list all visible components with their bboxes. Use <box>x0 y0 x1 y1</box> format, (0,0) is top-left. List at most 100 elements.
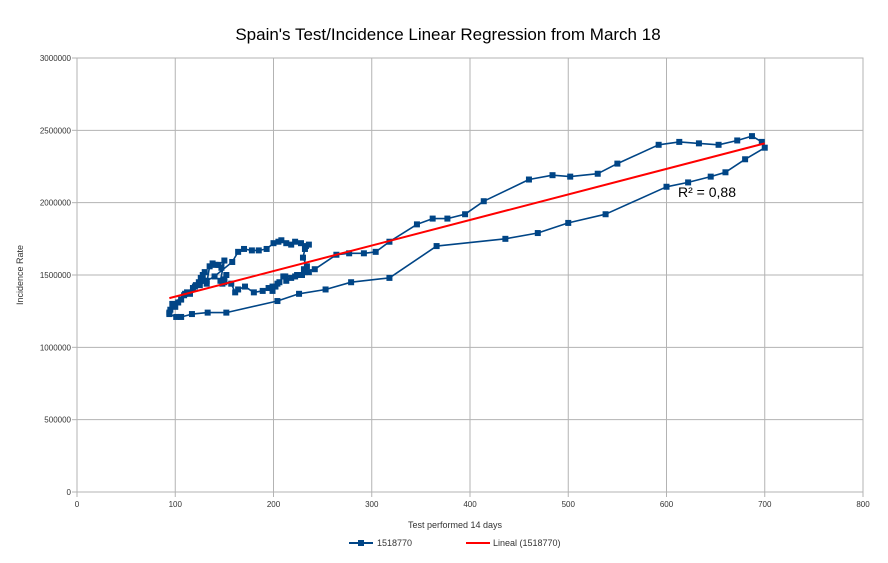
data-point-marker <box>201 269 208 276</box>
legend-series-label: 1518770 <box>377 538 412 548</box>
data-point-marker <box>223 272 230 278</box>
data-point-marker <box>265 285 272 292</box>
legend-series-marker <box>358 540 364 546</box>
data-point-marker <box>386 274 393 281</box>
y-tick-label: 2000000 <box>40 199 72 208</box>
data-point-marker <box>178 296 185 303</box>
y-tick-label: 1000000 <box>40 343 72 352</box>
data-point-marker <box>167 306 174 313</box>
data-point-marker <box>288 274 295 281</box>
data-point-marker <box>346 250 353 257</box>
legend-trendline-label: Lineal (1518770) <box>493 538 561 548</box>
data-point-marker <box>191 283 198 290</box>
data-point-marker <box>348 279 355 286</box>
data-point-marker <box>707 173 714 180</box>
data-point-marker <box>263 245 270 252</box>
data-point-marker <box>761 144 768 151</box>
x-tick-label: 500 <box>562 500 576 509</box>
data-point-marker <box>444 215 451 222</box>
y-tick-label: 500000 <box>44 416 71 425</box>
data-point-marker <box>676 138 683 145</box>
data-point-marker <box>322 286 329 293</box>
data-point-marker <box>276 279 283 286</box>
data-point-marker <box>178 313 185 320</box>
data-point-marker <box>758 138 765 145</box>
data-point-marker <box>229 258 236 265</box>
data-point-marker <box>248 247 255 254</box>
y-axis-label: Incidence Rate <box>15 245 25 305</box>
data-point-marker <box>549 172 556 179</box>
data-point-marker <box>525 176 532 183</box>
data-point-marker <box>594 170 601 177</box>
data-point-marker <box>235 286 242 293</box>
data-point-marker <box>534 230 541 237</box>
data-point-marker <box>663 183 670 190</box>
data-point-marker <box>218 264 225 271</box>
data-point-marker <box>298 240 305 247</box>
data-point-marker <box>722 169 729 176</box>
data-point-marker <box>173 313 180 320</box>
data-point-marker <box>305 241 312 248</box>
data-point-marker <box>602 211 609 218</box>
data-point-marker <box>480 198 487 205</box>
data-point-marker <box>433 243 440 250</box>
data-point-marker <box>269 287 276 294</box>
series-markers <box>166 133 768 320</box>
data-point-marker <box>360 250 367 257</box>
data-point-marker <box>241 245 248 252</box>
x-tick-label: 0 <box>75 500 80 509</box>
data-point-marker <box>292 273 299 280</box>
data-point-marker <box>734 137 741 144</box>
grid-lines <box>77 58 863 492</box>
data-point-marker <box>221 279 228 286</box>
data-point-marker <box>742 156 749 163</box>
data-point-marker <box>223 309 230 316</box>
data-point-marker <box>614 160 621 167</box>
data-point-marker <box>166 311 173 318</box>
data-point-marker <box>655 141 662 148</box>
data-point-marker <box>565 219 572 226</box>
x-tick-label: 100 <box>169 500 183 509</box>
y-tick-label: 3000000 <box>40 54 72 63</box>
x-tick-label: 400 <box>463 500 477 509</box>
x-axis-ticks: 0 100 200 300 400 500 600 700 800 <box>75 492 870 509</box>
x-tick-label: 700 <box>758 500 772 509</box>
legend: 1518770 Lineal (1518770) <box>349 538 561 548</box>
data-point-marker <box>298 272 305 278</box>
y-axis-ticks: 0 500000 1000000 1500000 2000000 2500000 30000… <box>40 54 77 497</box>
data-point-marker <box>288 241 295 248</box>
data-point-marker <box>292 238 299 245</box>
x-tick-label: 600 <box>660 500 674 509</box>
data-point-marker <box>204 309 211 316</box>
data-point-marker <box>685 179 692 186</box>
data-point-marker <box>235 248 242 255</box>
data-point-marker <box>748 133 755 140</box>
data-point-marker <box>188 311 195 318</box>
data-point-marker <box>429 215 436 222</box>
data-point-marker <box>695 140 702 147</box>
data-point-marker <box>255 247 262 254</box>
x-tick-label: 200 <box>267 500 281 509</box>
data-point-marker <box>211 273 218 280</box>
x-axis-label: Test performed 14 days <box>408 520 503 530</box>
data-point-marker <box>242 283 249 290</box>
data-point-marker <box>372 248 379 255</box>
y-tick-label: 1500000 <box>40 271 72 280</box>
data-point-marker <box>462 211 469 218</box>
data-point-marker <box>413 221 420 228</box>
data-point-marker <box>296 290 303 297</box>
data-point-marker <box>196 282 203 289</box>
data-point-marker <box>170 300 177 307</box>
y-tick-label: 2500000 <box>40 126 72 135</box>
y-tick-label: 0 <box>67 488 72 497</box>
data-point-marker <box>203 277 210 284</box>
data-point-marker <box>300 266 307 273</box>
data-point-marker <box>305 269 312 276</box>
data-point-marker <box>567 173 574 180</box>
data-point-marker <box>278 237 285 244</box>
data-point-marker <box>270 240 277 247</box>
data-point-marker <box>502 235 509 242</box>
data-point-marker <box>311 266 318 273</box>
data-point-marker <box>282 273 289 280</box>
